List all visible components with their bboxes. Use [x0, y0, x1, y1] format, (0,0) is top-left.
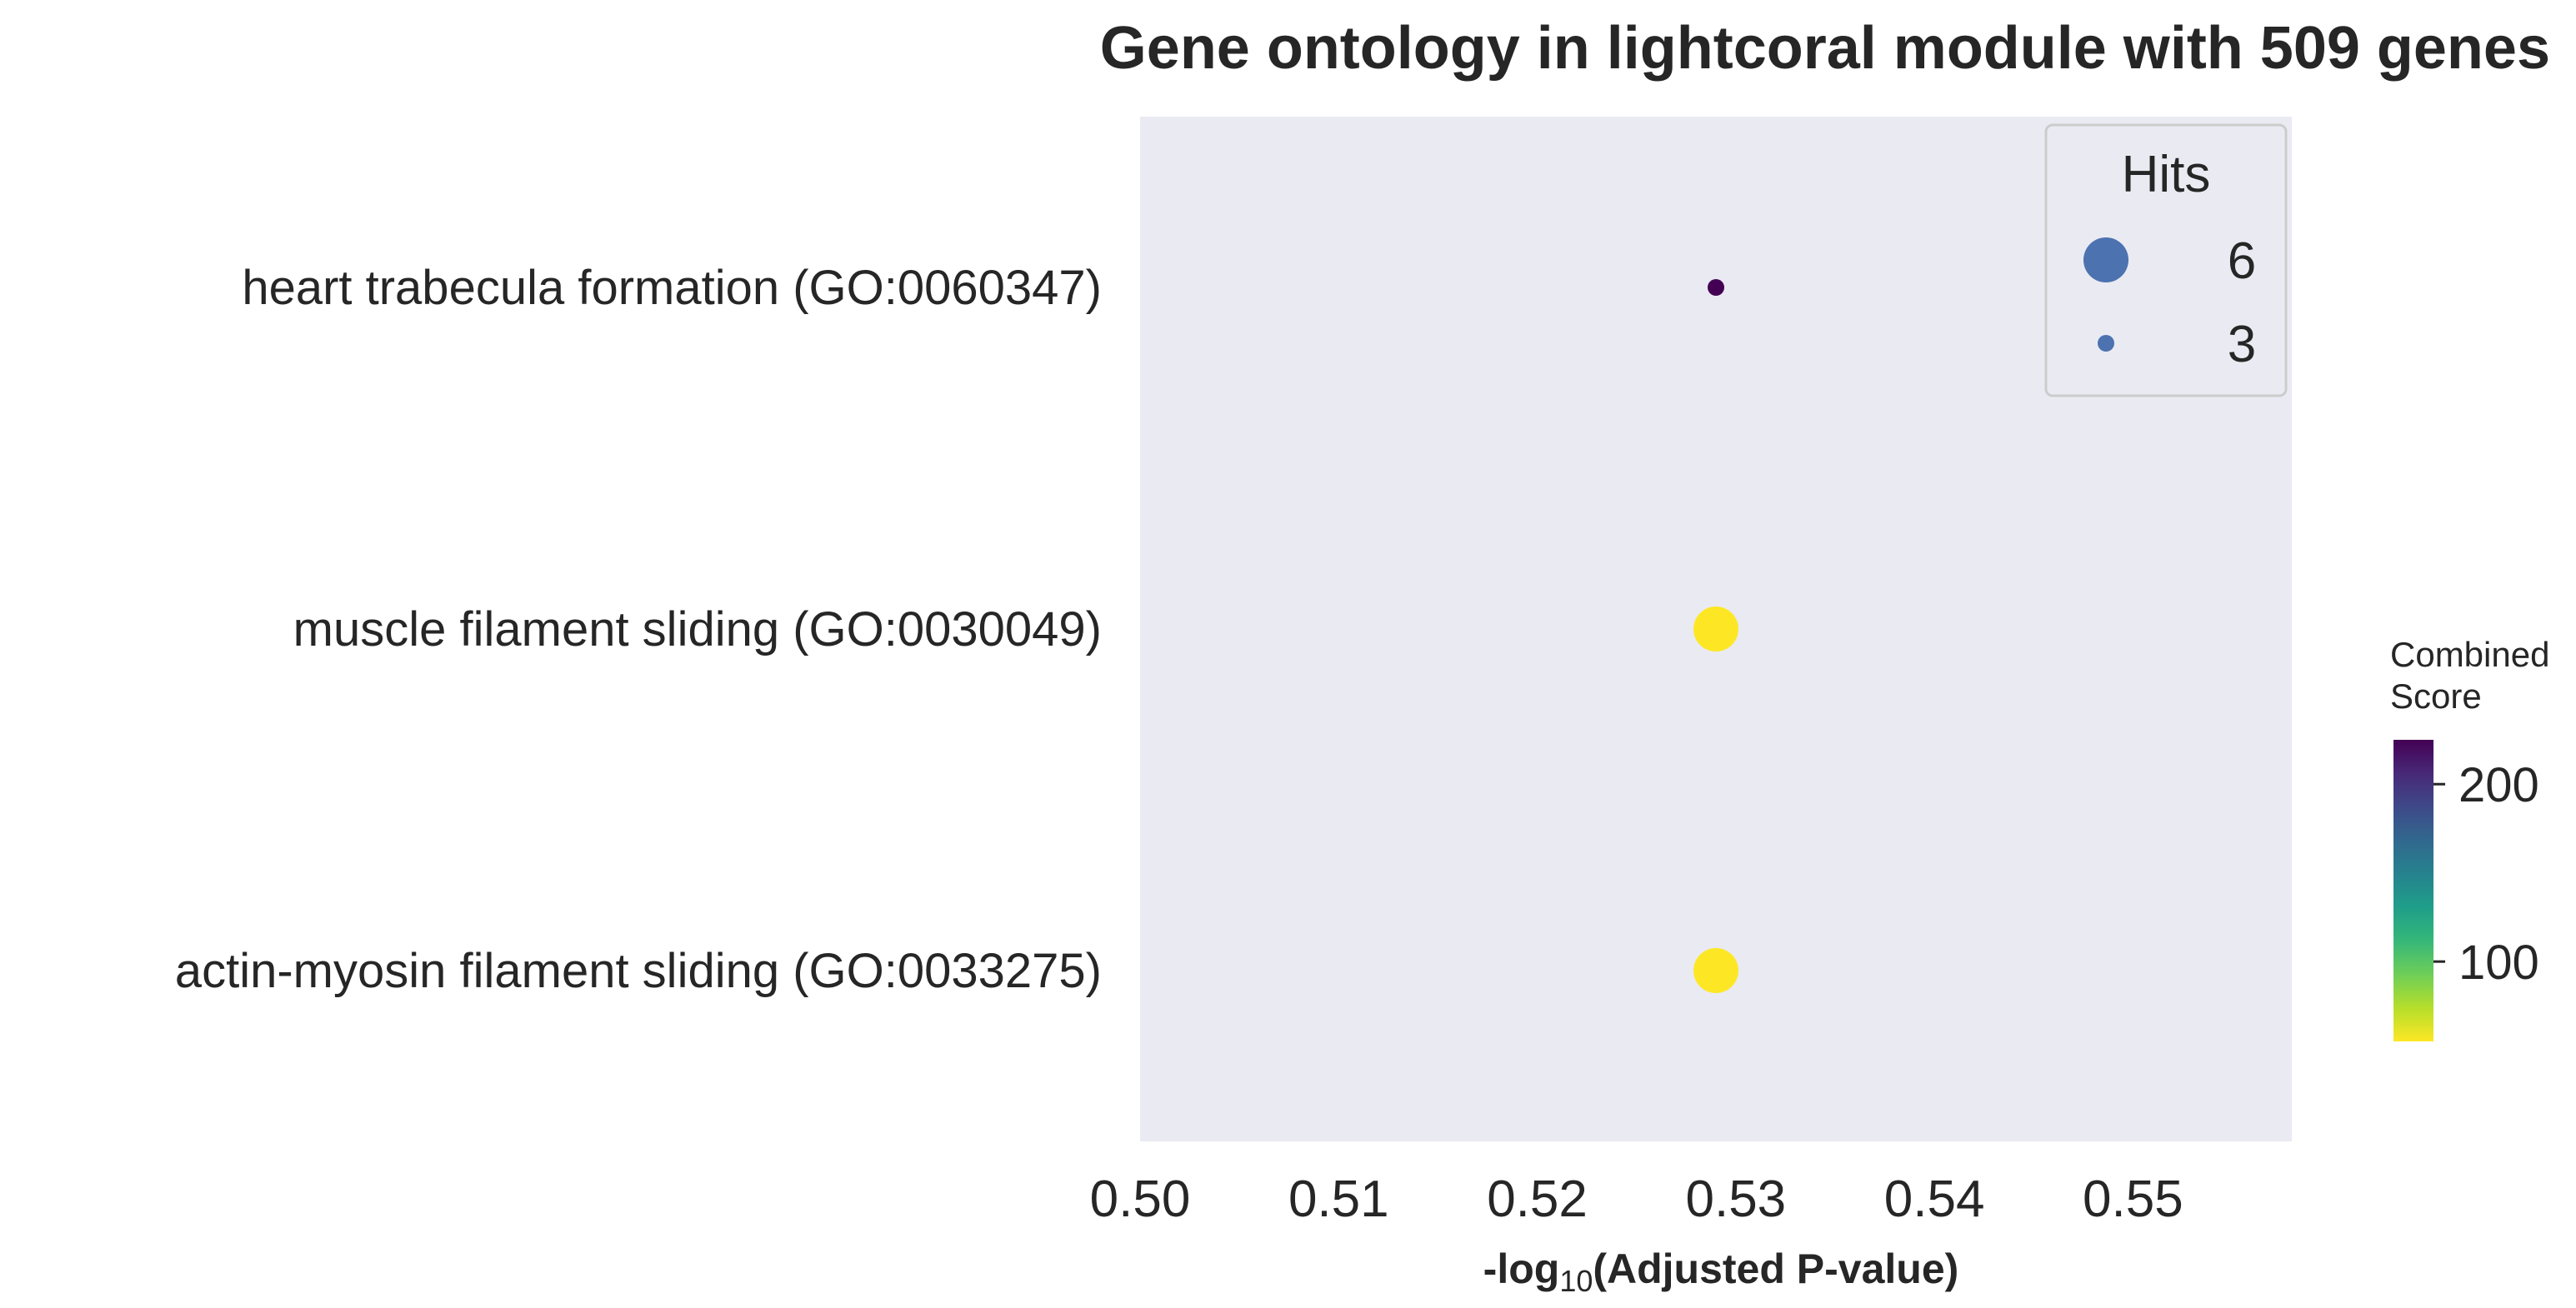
colorbar-title: Combined Score [2390, 635, 2559, 716]
data-point [1693, 607, 1738, 652]
legend-marker [2098, 335, 2114, 352]
colorbar-tick-label: 100 [2458, 936, 2539, 990]
data-points [1693, 279, 1738, 993]
x-axis-ticks: 0.50 0.51 0.52 0.53 0.54 0.55 [1090, 1171, 2183, 1228]
x-tick-label: 0.50 [1090, 1171, 1191, 1228]
y-tick-label: heart trabecula formation (GO:0060347) [242, 261, 1102, 315]
y-tick-label: actin-myosin filament sliding (GO:003327… [175, 944, 1102, 998]
data-point [1708, 279, 1724, 296]
legend-frame [2044, 123, 2288, 397]
x-tick-label: 0.51 [1288, 1171, 1389, 1228]
x-axis-label: -log10(Adjusted P-value) [1483, 1246, 1959, 1298]
colorbar: Combined Score 100 200 [2390, 635, 2559, 1041]
chart-title: Gene ontology in lightcoral module with … [1100, 15, 2550, 82]
colorbar-gradient [2393, 740, 2433, 1041]
x-tick-label: 0.54 [1884, 1171, 1985, 1228]
y-axis-labels: heart trabecula formation (GO:0060347) mu… [175, 261, 1102, 998]
size-legend: Hits 6 3 [2044, 123, 2288, 397]
legend-label: 6 [2228, 232, 2256, 290]
x-tick-label: 0.53 [1685, 1171, 1786, 1228]
legend-label: 3 [2228, 316, 2256, 373]
legend-marker [2083, 237, 2128, 282]
data-point [1693, 948, 1738, 993]
x-tick-label: 0.52 [1487, 1171, 1588, 1228]
y-tick-label: muscle filament sliding (GO:0030049) [293, 602, 1102, 656]
colorbar-tick-label: 200 [2458, 758, 2539, 812]
x-tick-label: 0.55 [2083, 1171, 2183, 1228]
legend-title: Hits [2122, 146, 2211, 203]
